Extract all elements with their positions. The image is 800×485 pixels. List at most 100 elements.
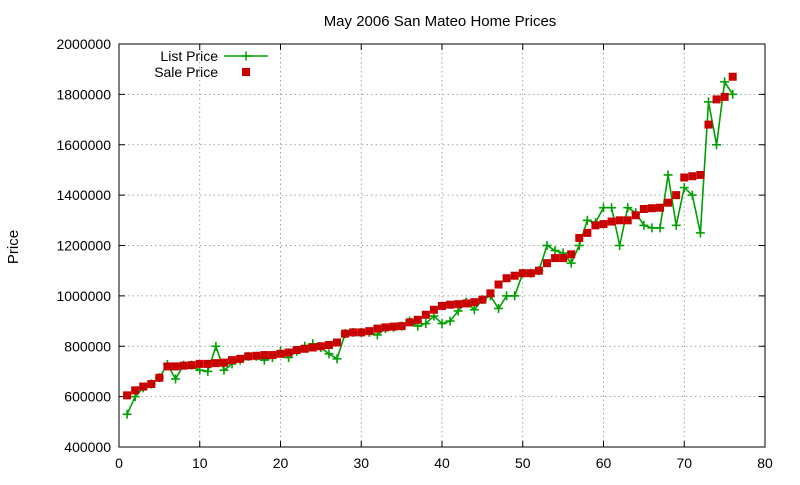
y-tick-label: 1000000	[56, 288, 111, 304]
data-point	[333, 338, 342, 347]
data-point	[679, 183, 689, 193]
data-point	[469, 305, 479, 315]
data-point	[252, 351, 261, 360]
y-tick-label: 1600000	[56, 137, 111, 153]
data-point	[429, 305, 438, 314]
data-point	[712, 95, 721, 104]
y-tick-label: 2000000	[56, 36, 111, 52]
data-point	[566, 258, 576, 268]
data-point	[631, 211, 640, 220]
data-point	[341, 329, 350, 338]
data-point	[672, 191, 681, 200]
data-point	[502, 274, 511, 283]
data-point	[703, 97, 713, 107]
data-point	[534, 266, 543, 275]
data-point	[179, 361, 188, 370]
data-point	[639, 220, 649, 230]
x-tick-label: 50	[515, 455, 531, 471]
data-point	[486, 289, 495, 298]
data-point	[332, 354, 342, 364]
data-point	[357, 328, 366, 337]
data-point	[510, 271, 519, 280]
data-point	[494, 303, 504, 313]
series-list-price	[122, 77, 738, 419]
data-point	[647, 204, 656, 213]
chart-title: May 2006 San Mateo Home Prices	[324, 13, 557, 30]
data-point	[308, 343, 317, 352]
data-point	[550, 246, 560, 256]
data-point	[664, 198, 673, 207]
plot-frame	[118, 43, 766, 448]
data-point	[663, 170, 673, 180]
data-point	[615, 241, 625, 250]
data-point	[324, 349, 334, 359]
data-point	[219, 358, 228, 367]
data-point	[615, 216, 624, 225]
data-point	[155, 373, 164, 382]
data-point	[574, 241, 584, 250]
legend-point-swatch	[241, 51, 251, 61]
series-line	[126, 79, 734, 415]
data-point	[147, 380, 156, 389]
data-point	[567, 250, 576, 259]
y-axis-label: Price	[5, 230, 22, 264]
data-point	[518, 269, 527, 278]
data-point	[349, 328, 358, 337]
data-point	[599, 220, 608, 229]
data-point	[712, 140, 722, 150]
legend-label: List Price	[160, 48, 218, 64]
x-tick-label: 80	[757, 455, 773, 471]
legend-point-swatch	[242, 68, 250, 76]
axis-ticks: 0 10 20 30 40 50 60 70 80 400000 600000 800000 10000…	[56, 36, 773, 471]
data-point	[704, 120, 713, 129]
data-point	[195, 359, 204, 368]
data-point	[292, 346, 301, 355]
data-point	[365, 327, 374, 336]
data-point	[405, 318, 414, 327]
data-point	[139, 382, 148, 391]
data-point	[671, 220, 681, 230]
data-point	[623, 216, 632, 225]
data-point	[438, 301, 446, 310]
grid-lines	[119, 44, 765, 447]
data-point	[575, 233, 584, 242]
data-point	[131, 386, 140, 395]
data-point	[300, 344, 309, 353]
data-point	[656, 203, 665, 212]
data-point	[203, 359, 212, 368]
data-point	[236, 354, 245, 363]
data-point	[728, 89, 738, 99]
data-point	[688, 172, 697, 181]
x-tick-label: 30	[353, 455, 369, 471]
data-point	[526, 269, 535, 278]
data-point	[446, 300, 455, 309]
data-point	[268, 351, 277, 360]
y-tick-label: 400000	[64, 439, 111, 455]
data-point	[591, 221, 600, 230]
y-tick-label: 1800000	[56, 86, 111, 102]
data-point	[276, 349, 285, 358]
data-point	[542, 259, 551, 268]
data-point	[680, 173, 689, 182]
data-point	[122, 409, 132, 419]
data-point	[655, 223, 665, 233]
data-point	[445, 316, 455, 326]
x-tick-label: 40	[434, 455, 450, 471]
data-point	[219, 365, 229, 375]
data-point	[187, 361, 196, 370]
y-tick-label: 600000	[64, 389, 111, 405]
data-point	[123, 391, 132, 400]
x-tick-label: 0	[115, 455, 123, 471]
data-point	[163, 362, 172, 371]
data-point	[583, 228, 592, 237]
data-point	[171, 362, 180, 371]
legend-label: Sale Price	[154, 64, 218, 80]
data-point	[687, 190, 697, 200]
data-point	[397, 322, 406, 331]
data-point	[228, 356, 237, 365]
data-point	[437, 319, 447, 329]
data-point	[244, 352, 253, 361]
data-point	[551, 254, 560, 263]
